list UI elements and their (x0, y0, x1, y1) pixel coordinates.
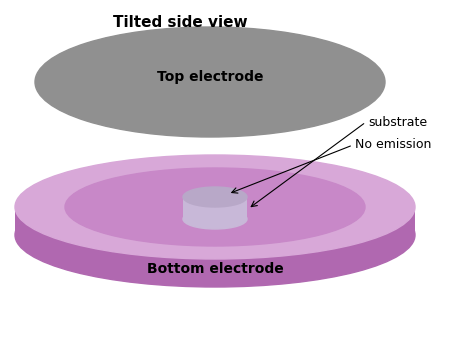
Ellipse shape (183, 187, 247, 207)
Polygon shape (183, 197, 185, 219)
Ellipse shape (35, 27, 385, 137)
Polygon shape (183, 197, 247, 219)
Ellipse shape (15, 183, 415, 287)
Text: Top electrode: Top electrode (157, 70, 263, 84)
Text: No emission: No emission (355, 139, 431, 152)
Ellipse shape (15, 155, 415, 259)
Ellipse shape (183, 209, 247, 229)
Polygon shape (15, 183, 415, 259)
Text: Tilted side view: Tilted side view (113, 15, 247, 30)
Text: Bottom electrode: Bottom electrode (146, 262, 283, 276)
Polygon shape (245, 197, 247, 219)
Text: substrate: substrate (368, 116, 427, 128)
Ellipse shape (65, 168, 365, 246)
